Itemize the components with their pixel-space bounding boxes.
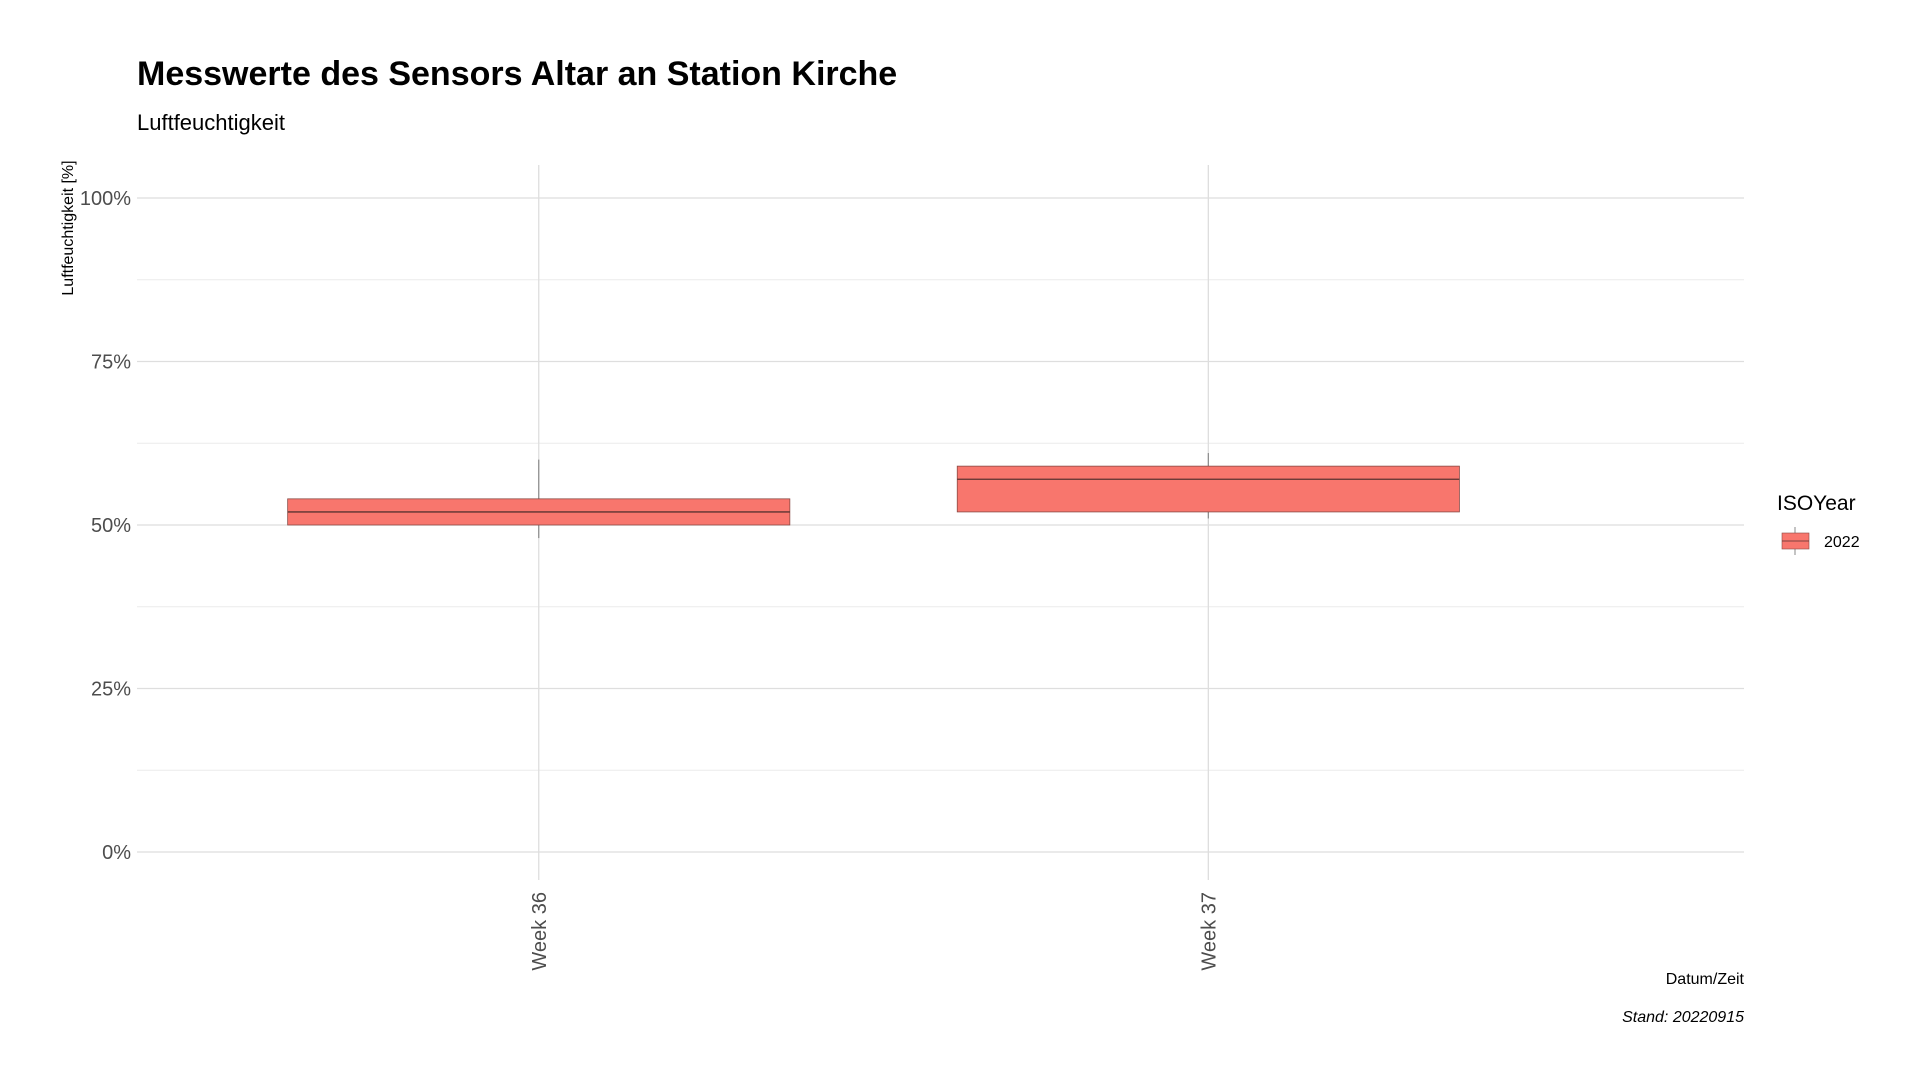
legend: ISOYear 2022: [1777, 492, 1860, 555]
legend-label: 2022: [1824, 534, 1860, 551]
boxplot: [287, 459, 791, 539]
boxes: [287, 453, 1460, 539]
y-tick-label: 25%: [91, 679, 131, 701]
x-axis-label: Datum/Zeit: [1666, 971, 1745, 988]
boxplot-box: [956, 465, 1460, 513]
legend-key: [1781, 527, 1810, 555]
legend-title: ISOYear: [1777, 492, 1856, 515]
y-axis-label: Luftfeuchtigkeit [%]: [60, 160, 77, 295]
y-tick-label: 75%: [91, 352, 131, 374]
axis-ticks: 0% 25% 50% 75% 100% Week 36 Week 37: [80, 188, 1220, 971]
boxplot: [956, 453, 1460, 519]
chart-caption: Stand: 20220915: [1622, 1009, 1744, 1026]
y-tick-label: 100%: [80, 188, 131, 210]
x-tick-label: Week 37: [1198, 892, 1220, 971]
chart-title: Messwerte des Sensors Altar an Station K…: [137, 55, 897, 93]
chart-subtitle: Luftfeuchtigkeit: [137, 110, 285, 135]
y-tick-label: 50%: [91, 515, 131, 537]
x-tick-label: Week 36: [529, 892, 551, 971]
y-tick-label: 0%: [102, 842, 131, 864]
